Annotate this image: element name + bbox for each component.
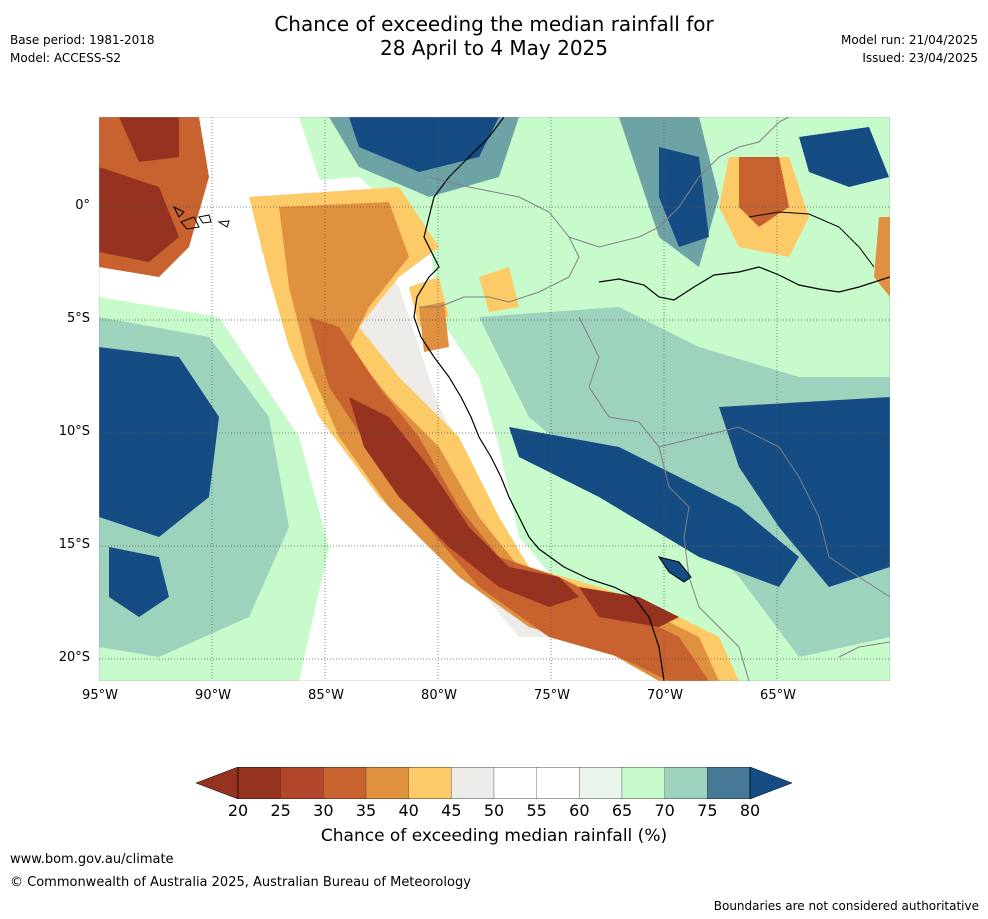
region-ne-orange (739, 157, 789, 227)
region-brown-band (309, 317, 709, 681)
lon-label-70w: 70°W (647, 688, 683, 703)
lon-label-85w: 85°W (308, 688, 344, 703)
region-patch-3 (419, 302, 449, 352)
colorbar-tick-label: 70 (654, 801, 675, 820)
colorbar-tick-label: 25 (270, 801, 291, 820)
colorbar-tick-label: 35 (355, 801, 377, 820)
lat-label-10s: 10°S (58, 424, 90, 439)
region-darkbrown-band (349, 397, 579, 607)
region-blue-east (719, 397, 890, 587)
gridlines (99, 117, 890, 681)
colorbar (196, 767, 792, 799)
colorbar-tick-label: 30 (313, 801, 334, 820)
region-blue-north (349, 117, 499, 172)
colorbar-swatch (280, 767, 324, 799)
colorbar-low-arrow (196, 767, 239, 799)
region-far-east-dry (874, 217, 890, 297)
country-borders (419, 117, 890, 681)
model-name: Model: ACCESS-S2 (10, 51, 122, 65)
disclaimer-text: Boundaries are not considered authoritat… (713, 899, 979, 913)
title-line-1: Chance of exceeding the median rainfall … (274, 12, 714, 36)
lake-titicaca (657, 556, 692, 583)
colorbar-swatch (408, 767, 452, 799)
lat-label-0: 0° (75, 198, 90, 213)
colorbar-tick-label: 60 (569, 801, 590, 820)
lat-label-20s: 20°S (58, 650, 90, 665)
colorbar-tick-label: 75 (697, 801, 718, 820)
colorbar-tick-label: 65 (611, 801, 633, 820)
lon-label-95w: 95°W (82, 688, 118, 703)
region-nw-darkbrown-2 (119, 117, 179, 162)
lon-label-75w: 75°W (534, 688, 570, 703)
colorbar-tick-label: 40 (398, 801, 419, 820)
title-line-2: 28 April to 4 May 2025 (380, 36, 608, 60)
region-darkbrown-south (579, 587, 679, 627)
website-link[interactable]: www.bom.gov.au/climate (10, 852, 174, 867)
region-blue-inland (509, 427, 799, 587)
region-nw-darkbrown (99, 167, 179, 262)
colorbar-tick-label: 45 (441, 801, 462, 820)
colorbar-swatch (707, 767, 751, 799)
colorbar-swatch (621, 767, 665, 799)
colorbar-tick-label: 80 (739, 801, 761, 820)
colorbar-swatch (323, 767, 367, 799)
lon-label-65w: 65°W (760, 688, 796, 703)
galapagos-islands (172, 205, 230, 230)
rio-negro (748, 211, 875, 268)
meta-right: Model run: 21/04/2025 Issued: 23/04/2025 (841, 31, 978, 67)
region-blue-sw (109, 547, 169, 617)
region-blue-west (99, 347, 219, 537)
lon-label-80w: 80°W (421, 688, 457, 703)
colorbar-swatches (237, 767, 751, 799)
coastline (413, 117, 665, 681)
colorbar-swatch (579, 767, 623, 799)
base-period: Base period: 1981-2018 (10, 33, 155, 47)
amazon-river (598, 266, 890, 301)
colorbar-label: Chance of exceeding median rainfall (%) (320, 826, 668, 846)
meta-left: Base period: 1981-2018 Model: ACCESS-S2 (10, 31, 155, 67)
region-patch-2 (479, 267, 519, 312)
colorbar-tick-label: 55 (526, 801, 547, 820)
colorbar-swatch (493, 767, 537, 799)
region-yellow-band (249, 187, 739, 681)
map-title: Chance of exceeding the median rainfall … (0, 12, 988, 60)
colorbar-swatch (365, 767, 409, 799)
colorbar-swatch (664, 767, 708, 799)
rainfall-map (99, 117, 890, 681)
copyright-text: © Commonwealth of Australia 2025, Austra… (10, 875, 471, 890)
colorbar-high-arrow (749, 767, 792, 799)
colorbar-tick-label: 50 (483, 801, 505, 820)
colorbar-swatch (237, 767, 281, 799)
lat-label-5s: 5°S (66, 311, 90, 326)
model-run: Model run: 21/04/2025 (840, 33, 978, 47)
lat-label-15s: 15°S (58, 537, 90, 552)
lon-label-90w: 90°W (195, 688, 231, 703)
region-blue-ne (659, 147, 709, 247)
region-blue-far-ne (799, 127, 889, 187)
issued-date: Issued: 23/04/2025 (862, 51, 978, 65)
colorbar-frame (237, 767, 751, 799)
colorbar-swatch (536, 767, 580, 799)
colorbar-swatch (451, 767, 495, 799)
colorbar-tick-label: 20 (227, 801, 249, 820)
